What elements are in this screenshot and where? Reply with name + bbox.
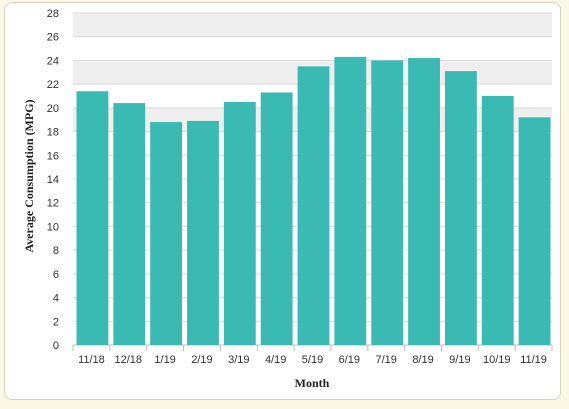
bar [334,56,367,345]
x-tick-label: 11/19 [520,354,547,366]
x-tick-label: 2/19 [191,354,212,366]
bar [481,96,514,345]
x-tick-label: 8/19 [412,354,433,366]
y-tick-label: 28 [47,8,59,20]
bar [297,66,330,345]
bar [408,58,440,346]
x-tick-label: 10/19 [483,354,511,366]
y-tick-label: 12 [47,198,59,210]
plot-band [73,13,552,37]
bar [518,117,551,345]
x-tick-label: 1/19 [154,354,175,366]
y-tick-label: 10 [47,221,59,233]
bar [444,71,477,345]
y-tick-label: 0 [53,340,59,352]
bar [113,103,146,345]
y-axis-title: Average Consumption (MPG) [22,99,36,252]
y-tick-label: 18 [47,127,59,139]
bar [76,91,109,345]
bar [223,101,256,345]
x-axis-title: Month [295,376,330,390]
y-tick-label: 26 [47,32,59,44]
x-tick-label: 11/18 [78,354,105,366]
x-tick-label: 5/19 [302,354,323,366]
bar [371,60,404,346]
y-tick-label: 6 [53,269,59,281]
y-tick-label: 8 [53,245,59,257]
y-tick-label: 22 [47,79,59,91]
y-tick-label: 2 [53,316,59,328]
x-tick-label: 3/19 [228,354,249,366]
x-tick-label: 12/18 [115,354,143,366]
bar [187,120,219,346]
bar [260,92,293,345]
y-tick-label: 16 [47,150,59,162]
x-tick-label: 7/19 [375,354,396,366]
x-tick-labels: 11/18 12/18 1/19 2/19 3/19 4/19 5/19 6/19 7/19 8/… [78,354,547,366]
y-tick-label: 24 [47,55,59,67]
x-tick-label: 4/19 [265,354,286,366]
y-tick-label: 20 [47,103,59,115]
bars [76,56,551,346]
x-tick-label: 6/19 [339,354,360,366]
y-tick-label: 4 [53,293,59,305]
bar [150,122,183,345]
x-tick-label: 9/19 [449,354,470,366]
y-tick-label: 14 [47,174,59,186]
